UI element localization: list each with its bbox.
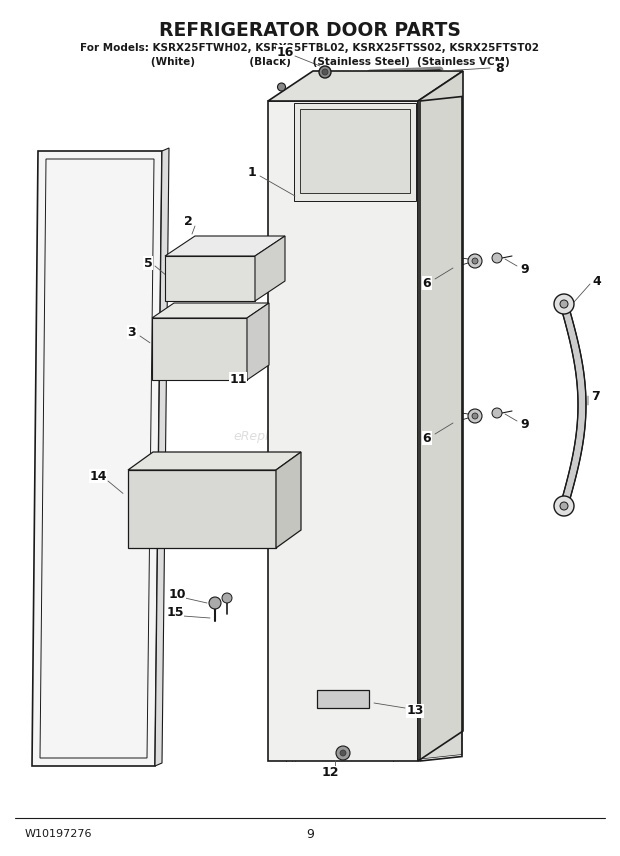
Text: W10197276: W10197276	[25, 829, 92, 839]
Polygon shape	[420, 731, 462, 759]
Circle shape	[472, 258, 478, 264]
Polygon shape	[294, 103, 416, 201]
Circle shape	[340, 750, 346, 756]
Polygon shape	[420, 538, 462, 567]
Polygon shape	[420, 373, 462, 401]
Text: 6: 6	[423, 431, 432, 444]
Circle shape	[492, 253, 502, 263]
Text: 1: 1	[247, 165, 257, 179]
Polygon shape	[255, 236, 285, 301]
Polygon shape	[32, 151, 162, 766]
Circle shape	[554, 496, 574, 516]
Polygon shape	[420, 593, 462, 621]
Polygon shape	[420, 153, 462, 181]
Text: 9: 9	[521, 263, 529, 276]
Polygon shape	[420, 291, 462, 319]
Polygon shape	[420, 98, 462, 127]
Polygon shape	[420, 181, 462, 209]
Polygon shape	[420, 209, 462, 236]
Circle shape	[472, 413, 478, 419]
Polygon shape	[247, 303, 269, 380]
Polygon shape	[420, 649, 462, 676]
Circle shape	[468, 254, 482, 268]
Circle shape	[560, 300, 568, 308]
Circle shape	[554, 294, 574, 314]
Polygon shape	[276, 452, 301, 548]
Polygon shape	[420, 511, 462, 539]
Polygon shape	[420, 429, 462, 456]
Text: 8: 8	[495, 62, 504, 74]
Polygon shape	[268, 71, 463, 101]
Polygon shape	[420, 676, 462, 704]
Text: 11: 11	[229, 372, 247, 385]
Text: 6: 6	[423, 276, 432, 289]
Text: 14: 14	[89, 469, 107, 483]
Text: 16: 16	[277, 45, 294, 58]
Circle shape	[468, 409, 482, 423]
Text: For Models: KSRX25FTWH02, KSRX25FTBL02, KSRX25FTSS02, KSRX25FTST02: For Models: KSRX25FTWH02, KSRX25FTBL02, …	[81, 43, 539, 53]
Polygon shape	[152, 303, 269, 318]
Text: 3: 3	[128, 325, 136, 338]
Text: REFRIGERATOR DOOR PARTS: REFRIGERATOR DOOR PARTS	[159, 21, 461, 39]
Polygon shape	[128, 452, 301, 470]
Polygon shape	[420, 621, 462, 649]
Polygon shape	[420, 264, 462, 292]
Text: eReplacementParts.com: eReplacementParts.com	[234, 430, 386, 443]
Circle shape	[336, 746, 350, 760]
Polygon shape	[317, 690, 369, 708]
Circle shape	[322, 69, 328, 75]
Polygon shape	[420, 456, 462, 484]
Polygon shape	[420, 484, 462, 512]
Text: 9: 9	[306, 828, 314, 841]
Text: 4: 4	[593, 275, 601, 288]
Polygon shape	[420, 401, 462, 429]
Text: (White)               (Black)      (Stainless Steel)  (Stainless VCM): (White) (Black) (Stainless Steel) (Stain…	[110, 57, 510, 67]
Polygon shape	[155, 148, 169, 766]
Polygon shape	[300, 109, 410, 193]
Text: 7: 7	[591, 389, 600, 402]
Polygon shape	[165, 236, 285, 256]
Polygon shape	[420, 566, 462, 594]
Circle shape	[560, 502, 568, 510]
Text: 9: 9	[521, 418, 529, 431]
Circle shape	[492, 408, 502, 418]
Text: 5: 5	[144, 257, 153, 270]
Polygon shape	[268, 101, 418, 761]
Text: 13: 13	[406, 704, 423, 717]
Circle shape	[338, 694, 348, 704]
Polygon shape	[420, 346, 462, 374]
Polygon shape	[420, 126, 462, 154]
Polygon shape	[420, 236, 462, 264]
Polygon shape	[152, 318, 247, 380]
Polygon shape	[418, 71, 463, 761]
Circle shape	[222, 593, 232, 603]
Polygon shape	[165, 256, 255, 301]
Polygon shape	[420, 318, 462, 347]
Polygon shape	[560, 304, 586, 506]
Text: 12: 12	[321, 766, 339, 780]
Circle shape	[209, 597, 221, 609]
Text: 15: 15	[166, 605, 184, 619]
Text: 10: 10	[168, 589, 186, 602]
Circle shape	[319, 66, 331, 78]
Polygon shape	[128, 470, 276, 548]
Polygon shape	[420, 704, 462, 732]
Circle shape	[278, 83, 285, 91]
Text: 2: 2	[184, 215, 192, 228]
